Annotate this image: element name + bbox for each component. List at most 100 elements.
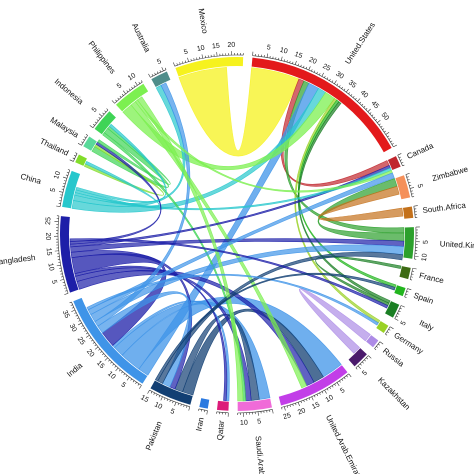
tick-label-bangladesh: 10 bbox=[46, 263, 54, 272]
tick-mark bbox=[69, 159, 74, 162]
tick-label-saudi-arabia: 5 bbox=[257, 418, 262, 425]
tick-mark bbox=[341, 86, 343, 89]
tick-mark bbox=[130, 378, 133, 381]
tick-mark bbox=[382, 128, 385, 130]
tick-mark bbox=[397, 313, 400, 315]
tick-baseline-qatar bbox=[216, 411, 229, 414]
tick-label-philippines: 10 bbox=[127, 72, 137, 82]
tick-mark bbox=[324, 389, 327, 394]
tick-mark bbox=[137, 383, 140, 386]
tick-mark bbox=[400, 159, 403, 161]
tick-mark bbox=[153, 392, 155, 395]
chord-pakistan-to-saudi-arabia bbox=[174, 313, 260, 401]
tick-mark bbox=[405, 293, 408, 296]
tick-mark bbox=[379, 341, 384, 345]
tick-mark bbox=[387, 135, 390, 138]
tick-mark bbox=[286, 60, 288, 63]
tick-mark bbox=[343, 377, 346, 380]
tick-mark bbox=[363, 105, 366, 108]
tick-mark bbox=[283, 59, 285, 62]
tick-mark bbox=[96, 119, 99, 122]
tick-mark bbox=[311, 396, 314, 401]
tick-label-bangladesh: 20 bbox=[44, 232, 51, 240]
tick-mark bbox=[158, 395, 161, 398]
tick-mark bbox=[321, 72, 324, 77]
tick-mark bbox=[329, 78, 331, 81]
tick-mark bbox=[378, 123, 381, 126]
tick-label-united-states: 5 bbox=[266, 44, 271, 52]
label-france: France bbox=[418, 271, 445, 285]
chord-germany-to-united-states bbox=[294, 98, 381, 324]
tick-mark bbox=[66, 171, 69, 174]
tick-mark bbox=[138, 81, 141, 84]
label-qatar: Qatar bbox=[215, 420, 226, 441]
tick-mark bbox=[123, 373, 126, 376]
tick-mark bbox=[334, 383, 336, 386]
chord-india-to-germany bbox=[86, 273, 379, 326]
tick-mark bbox=[73, 155, 76, 157]
tick-mark bbox=[359, 363, 362, 366]
arc-germany bbox=[376, 321, 389, 333]
tick-mark bbox=[104, 355, 106, 358]
tick-baseline-spain bbox=[404, 288, 408, 297]
tick-mark bbox=[102, 112, 105, 115]
tick-label-bangladesh: 15 bbox=[45, 248, 53, 257]
tick-mark bbox=[371, 114, 374, 117]
label-bangladesh: Bangladesh bbox=[0, 253, 36, 267]
tick-mark bbox=[102, 353, 104, 356]
group-ticks: 5 10 1520253035404550551055510152025510510… bbox=[44, 42, 430, 427]
label-italy: Italy bbox=[418, 318, 435, 333]
tick-mark bbox=[69, 301, 72, 304]
tick-mark bbox=[383, 130, 386, 133]
tick-mark bbox=[63, 284, 66, 286]
tick-label-australia: 5 bbox=[156, 58, 163, 66]
arc-india bbox=[73, 297, 148, 384]
tick-mark bbox=[292, 61, 294, 64]
tick-mark bbox=[56, 264, 61, 267]
tick-mark bbox=[179, 62, 181, 65]
tick-mark bbox=[326, 388, 329, 391]
tick-mark bbox=[318, 73, 321, 76]
tick-mark bbox=[308, 397, 311, 400]
tick-mark bbox=[85, 134, 88, 136]
tick-mark bbox=[388, 328, 391, 331]
tick-mark bbox=[316, 394, 319, 397]
tick-mark bbox=[308, 66, 311, 71]
tick-mark bbox=[65, 174, 68, 176]
tick-mark bbox=[74, 312, 77, 314]
tick-mark bbox=[161, 67, 164, 71]
tick-mark bbox=[67, 169, 70, 171]
tick-mark bbox=[316, 71, 318, 74]
tick-mark bbox=[117, 97, 120, 100]
tick-mark bbox=[131, 86, 133, 89]
tick-mark bbox=[357, 365, 361, 370]
tick-mark bbox=[160, 396, 163, 401]
tick-label-india: 20 bbox=[85, 348, 95, 359]
tick-mark bbox=[62, 176, 67, 179]
tick-mark bbox=[303, 65, 305, 68]
tick-mark bbox=[180, 404, 182, 407]
tick-mark bbox=[280, 56, 283, 61]
tick-mark bbox=[406, 291, 409, 293]
arc-france bbox=[399, 266, 411, 280]
tick-mark bbox=[407, 288, 412, 291]
tick-mark bbox=[352, 95, 355, 98]
arc-indonesia bbox=[94, 111, 116, 135]
tick-mark bbox=[413, 205, 418, 207]
tick-mark bbox=[81, 325, 84, 327]
tick-mark bbox=[289, 404, 291, 407]
tick-baseline-iran bbox=[198, 408, 208, 411]
tick-mark bbox=[395, 315, 399, 318]
tick-mark bbox=[182, 61, 184, 64]
tick-mark bbox=[399, 307, 402, 310]
tick-mark bbox=[110, 361, 113, 364]
tick-mark bbox=[300, 401, 302, 404]
tick-mark bbox=[85, 335, 90, 338]
tick-mark bbox=[114, 365, 117, 368]
tick-label-united-states: 30 bbox=[334, 71, 344, 81]
arc-philippines bbox=[116, 83, 149, 112]
tick-mark bbox=[190, 58, 192, 61]
tick-mark bbox=[183, 404, 185, 408]
tick-mark bbox=[305, 66, 308, 69]
